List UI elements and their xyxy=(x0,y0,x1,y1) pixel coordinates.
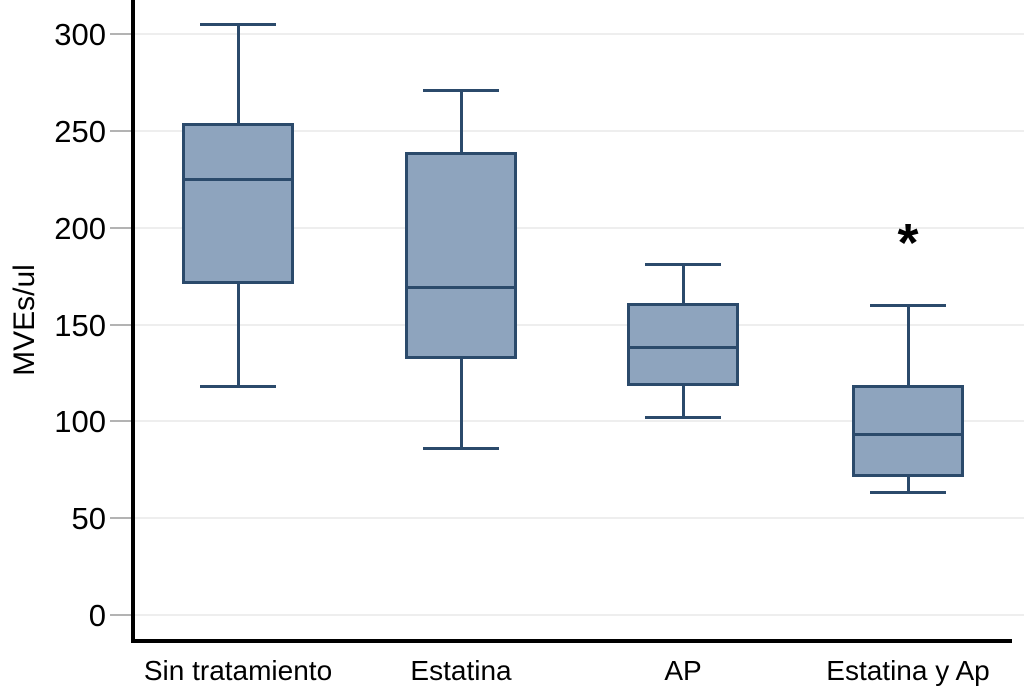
y-tick-label-50: 50 xyxy=(71,501,106,537)
whisker-cap-upper-estatina-y-ap xyxy=(870,303,946,307)
whisker-cap-upper-sin-tratamiento xyxy=(200,22,276,26)
y-tick-0 xyxy=(110,614,131,616)
box-estatina xyxy=(405,152,517,360)
y-tick-label-200: 200 xyxy=(54,210,106,246)
gridline-300 xyxy=(135,33,1024,35)
y-tick-200 xyxy=(110,226,131,229)
x-axis-line xyxy=(131,639,1012,643)
whisker-upper-estatina-y-ap xyxy=(906,305,910,385)
whisker-upper-sin-tratamiento xyxy=(236,24,240,124)
whisker-cap-upper-estatina xyxy=(423,88,499,92)
y-tick-300 xyxy=(110,33,131,35)
gridline-150 xyxy=(135,323,1024,326)
gridline-50 xyxy=(135,517,1024,520)
box-ap xyxy=(627,303,739,387)
gridline-250 xyxy=(135,129,1024,132)
x-tick-label-ap: AP xyxy=(664,655,702,686)
x-tick-label-sin-tratamiento: Sin tratamiento xyxy=(143,655,333,686)
x-tick-label-estatina-y-ap: Estatina y Ap xyxy=(826,655,990,686)
gridline-0 xyxy=(135,614,1024,616)
significance-asterisk: * xyxy=(897,213,919,274)
gridline-200 xyxy=(135,226,1024,229)
y-axis-line xyxy=(131,0,135,643)
y-tick-50 xyxy=(110,517,131,520)
y-tick-label-100: 100 xyxy=(54,404,106,440)
gridline-100 xyxy=(135,420,1024,423)
whisker-cap-lower-estatina xyxy=(423,446,499,450)
whisker-lower-estatina-y-ap xyxy=(906,477,910,493)
whisker-cap-lower-sin-tratamiento xyxy=(200,384,276,388)
whisker-cap-lower-estatina-y-ap xyxy=(870,491,946,495)
y-tick-250 xyxy=(110,129,131,132)
whisker-upper-ap xyxy=(681,264,685,304)
median-line-sin-tratamiento xyxy=(185,177,291,181)
y-tick-label-0: 0 xyxy=(88,598,106,633)
y-tick-label-150: 150 xyxy=(54,307,106,343)
y-tick-150 xyxy=(110,323,131,326)
median-line-ap xyxy=(630,346,736,350)
box-estatina-y-ap xyxy=(852,384,964,478)
whisker-lower-sin-tratamiento xyxy=(236,283,240,387)
whisker-lower-estatina xyxy=(459,359,463,449)
y-tick-label-250: 250 xyxy=(54,113,106,149)
whisker-cap-upper-ap xyxy=(645,262,721,266)
whisker-upper-estatina xyxy=(459,90,463,153)
median-line-estatina xyxy=(408,286,514,290)
y-tick-100 xyxy=(110,420,131,423)
median-line-estatina-y-ap xyxy=(855,433,961,437)
whisker-cap-lower-ap xyxy=(645,415,721,419)
box-sin-tratamiento xyxy=(182,123,294,284)
y-tick-label-300: 300 xyxy=(54,17,106,52)
x-tick-label-estatina: Estatina xyxy=(410,655,512,686)
whisker-lower-ap xyxy=(681,386,685,418)
